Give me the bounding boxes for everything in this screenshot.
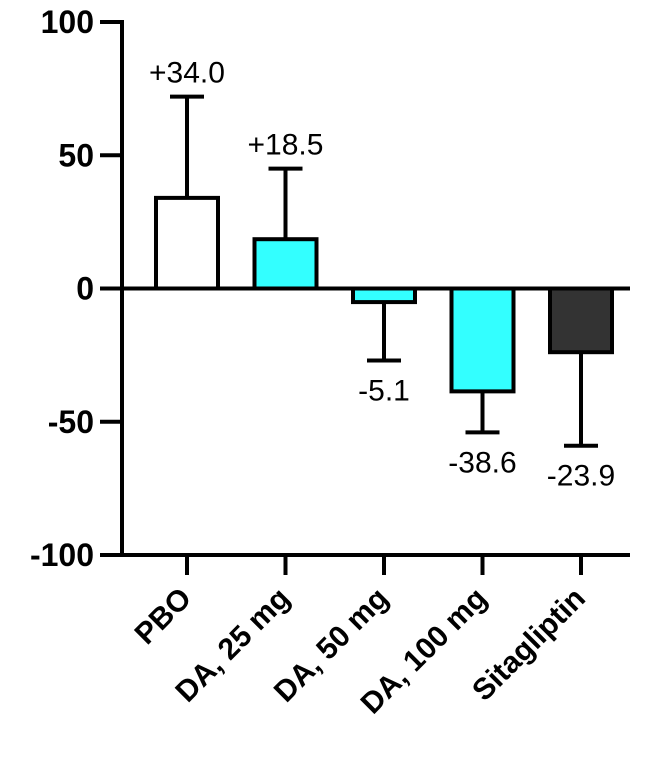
y-tick-label: -50 xyxy=(48,404,94,440)
bar xyxy=(351,286,417,305)
bars xyxy=(154,94,614,448)
bar xyxy=(548,286,614,355)
bar xyxy=(449,286,516,394)
y-tick-label: 50 xyxy=(58,137,94,173)
data-label: -5.1 xyxy=(358,374,410,407)
y-tick-label: 100 xyxy=(41,4,94,40)
category-label: PBO xyxy=(129,582,198,651)
y-tick-label: 0 xyxy=(76,271,94,307)
data-label: -38.6 xyxy=(448,446,516,479)
data-label: +34.0 xyxy=(149,57,225,90)
data-label: -23.9 xyxy=(547,460,615,493)
bar xyxy=(154,195,220,291)
data-label: +18.5 xyxy=(248,129,324,162)
y-tick-label: -100 xyxy=(30,537,94,573)
bar xyxy=(252,237,319,291)
axes: 100 50 0 -50 -100 xyxy=(30,4,630,575)
